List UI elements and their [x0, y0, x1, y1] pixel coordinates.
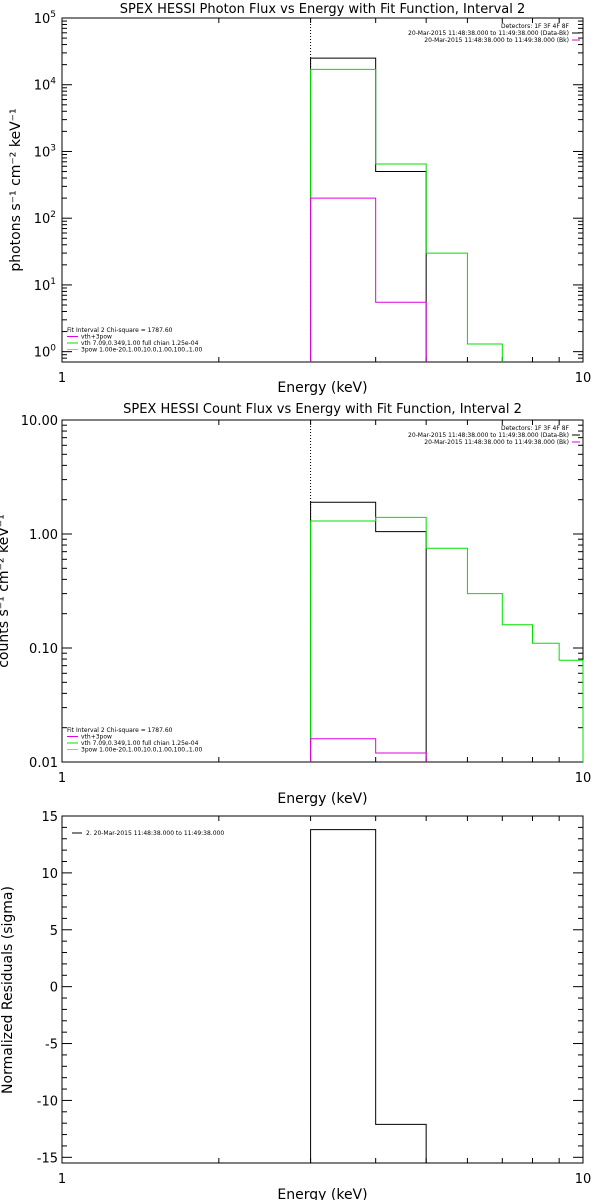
y-tick-label: 0 — [50, 981, 58, 996]
x-tick-label: 1 — [58, 771, 66, 786]
y-tick-label: 10 — [41, 867, 58, 882]
y-tick-exponent: 1 — [50, 277, 56, 287]
chart-title: SPEX HESSI Count Flux vs Energy with Fit… — [123, 402, 522, 417]
x-tick-label: 10 — [575, 371, 592, 386]
y-tick-base: 10 — [34, 79, 51, 94]
fit-info-line: vth 7.09,0.349,1.00 full chian 1.25e-04 — [81, 740, 199, 747]
x-axis-label: Energy (keV) — [277, 1187, 367, 1200]
plot-frame — [61, 815, 584, 1164]
fit-info-line: 3pow 1.00e-20,1.00,10.0,1.00,100.,1.00 — [81, 747, 202, 754]
y-tick-exponent: 2 — [50, 210, 56, 220]
fit-info-line: vth 7.09,0.349,1.00 full chian 1.25e-04 — [81, 340, 199, 347]
x-tick-label: 10 — [575, 771, 592, 786]
series-line-vth-3pow — [310, 68, 503, 362]
series-line-residuals — [310, 829, 427, 1163]
y-tick-label: 10.00 — [21, 414, 58, 429]
y-axis-label: photons s⁻¹ cm⁻² keV⁻¹ — [8, 108, 24, 271]
x-axis-label: Energy (keV) — [277, 380, 367, 396]
y-tick-exponent: 3 — [50, 143, 56, 153]
y-tick-label: 5 — [50, 924, 58, 939]
plot-frame — [61, 17, 584, 363]
x-tick-label: 1 — [58, 1172, 66, 1187]
y-tick-label: -10 — [37, 1094, 58, 1109]
series-line-vth — [310, 197, 427, 362]
y-tick-exponent: 4 — [50, 77, 56, 87]
residuals-panel: 1 10 -15 -10 -5 0 5 10 15 Energy (keV) Normalized … — [0, 810, 591, 1200]
fit-info-line: vth+3pow — [81, 734, 112, 741]
series-line-data-bk — [310, 501, 427, 762]
y-tick-label: 104 — [34, 77, 57, 94]
x-axis-label: Energy (keV) — [277, 791, 367, 807]
detector-header-line: 20-Mar-2015 11:48:38.000 to 11:49:38.000… — [408, 30, 569, 37]
y-tick-label: 103 — [34, 143, 56, 160]
y-tick-label: 1.00 — [29, 528, 58, 543]
y-tick-exponent: 0 — [50, 344, 56, 354]
legend-entry: 2. 20-Mar-2015 11:48:38.000 to 11:49:38.… — [86, 830, 224, 837]
y-tick-base: 10 — [34, 145, 51, 160]
y-tick-base: 10 — [34, 12, 51, 27]
plot-frame — [61, 419, 584, 763]
count-flux-panel: SPEX HESSI Count Flux vs Energy with Fit… — [0, 402, 591, 807]
x-tick-label: 1 — [58, 371, 66, 386]
detector-header-line: Detectors: 1F 3F 4F 8F — [501, 23, 570, 30]
y-tick-label: 0.01 — [29, 756, 58, 771]
y-tick-exponent: 5 — [50, 10, 56, 20]
fit-info-line: vth+3pow — [81, 334, 112, 341]
y-axis-label: Normalized Residuals (sigma) — [0, 886, 16, 1094]
photon-flux-panel: SPEX HESSI Photon Flux vs Energy with Fi… — [8, 2, 591, 396]
series-line-data-bk — [310, 57, 427, 362]
y-tick-label: 15 — [41, 810, 58, 825]
detector-header-line: 20-Mar-2015 11:48:38.000 to 11:49:38.000… — [408, 432, 569, 439]
chart-title: SPEX HESSI Photon Flux vs Energy with Fi… — [120, 2, 526, 17]
y-tick-label: 100 — [34, 344, 57, 361]
y-tick-label: 102 — [34, 210, 56, 227]
x-tick-label: 10 — [575, 1172, 592, 1187]
y-tick-base: 10 — [34, 346, 51, 361]
y-tick-label: 101 — [34, 277, 56, 294]
series-line-vth-3pow — [310, 516, 584, 762]
series-line-vth — [310, 738, 427, 762]
detector-header-line: 20-Mar-2015 11:48:38.000 to 11:49:38.000… — [424, 37, 569, 44]
y-tick-label: 0.10 — [29, 642, 58, 657]
y-tick-label: -5 — [45, 1038, 58, 1053]
fit-info-line: Fit Interval 2 Chi-square = 1787.60 — [67, 727, 173, 734]
y-tick-base: 10 — [34, 212, 51, 227]
y-tick-base: 10 — [34, 279, 51, 294]
detector-header-line: 20-Mar-2015 11:48:38.000 to 11:49:38.000… — [424, 439, 569, 446]
fit-info-line: 3pow 1.00e-20,1.00,10.0,1.00,100.,1.00 — [81, 347, 202, 354]
detector-header-line: Detectors: 1F 3F 4F 8F — [501, 425, 570, 432]
y-tick-label: -15 — [37, 1151, 58, 1166]
y-axis-label: counts s⁻¹ cm⁻² keV⁻¹ — [0, 514, 12, 668]
fit-info-line: Fit Interval 2 Chi-square = 1787.60 — [67, 327, 173, 334]
y-tick-label: 105 — [34, 10, 56, 27]
